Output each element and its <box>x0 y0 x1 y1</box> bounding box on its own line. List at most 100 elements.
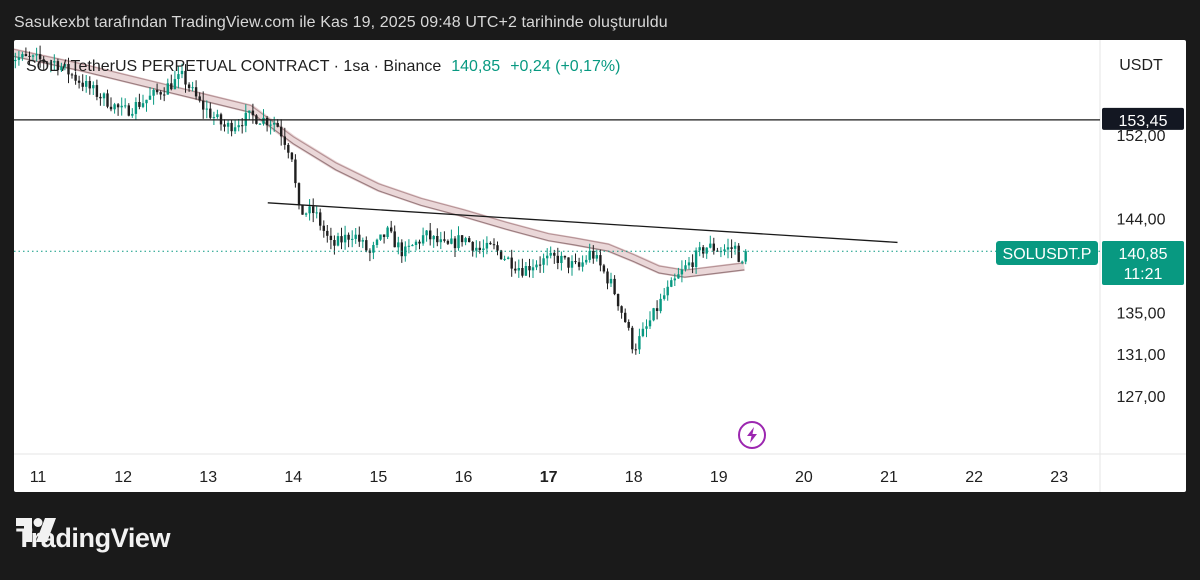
candle-body[interactable] <box>684 265 687 270</box>
candle-body[interactable] <box>507 257 510 259</box>
candle-body[interactable] <box>258 123 262 125</box>
candle-body[interactable] <box>553 252 556 256</box>
candle-body[interactable] <box>397 242 400 248</box>
candle-body[interactable] <box>290 152 294 160</box>
candle-body[interactable] <box>599 255 602 266</box>
candle-body[interactable] <box>631 327 634 350</box>
candle-body[interactable] <box>166 83 169 95</box>
candle-body[interactable] <box>542 258 545 265</box>
candle-body[interactable] <box>616 294 620 307</box>
candle-body[interactable] <box>209 108 212 118</box>
candle-body[interactable] <box>92 85 95 89</box>
candle-body[interactable] <box>592 250 595 259</box>
candle-body[interactable] <box>294 159 297 184</box>
candle-body[interactable] <box>148 95 152 100</box>
candle-body[interactable] <box>581 262 584 267</box>
candle-body[interactable] <box>546 255 549 259</box>
candle-body[interactable] <box>81 82 84 87</box>
candle-body[interactable] <box>393 231 396 248</box>
candle-body[interactable] <box>492 244 496 246</box>
candle-body[interactable] <box>460 235 464 243</box>
candles[interactable] <box>14 45 747 355</box>
candle-body[interactable] <box>709 243 712 248</box>
candle-body[interactable] <box>35 54 38 56</box>
candle-body[interactable] <box>14 59 17 62</box>
candle-body[interactable] <box>212 117 216 119</box>
candle-body[interactable] <box>67 64 70 75</box>
candle-body[interactable] <box>304 213 308 215</box>
candle-body[interactable] <box>663 295 666 299</box>
candle-body[interactable] <box>251 110 255 116</box>
candle-body[interactable] <box>287 144 290 153</box>
candle-body[interactable] <box>655 308 659 311</box>
candle-body[interactable] <box>138 102 141 107</box>
candle-body[interactable] <box>269 124 272 126</box>
candle-body[interactable] <box>322 225 325 231</box>
candle-body[interactable] <box>198 96 201 101</box>
candle-body[interactable] <box>659 298 662 312</box>
candle-body[interactable] <box>365 240 368 251</box>
candle-body[interactable] <box>233 127 237 132</box>
candle-body[interactable] <box>588 250 591 260</box>
candle-body[interactable] <box>77 80 81 83</box>
candle-body[interactable] <box>85 81 88 87</box>
candle-body[interactable] <box>390 227 393 232</box>
candle-body[interactable] <box>194 87 198 97</box>
candle-body[interactable] <box>730 247 733 249</box>
candle-body[interactable] <box>155 89 159 93</box>
candle-body[interactable] <box>705 247 708 254</box>
candle-body[interactable] <box>645 326 648 329</box>
candle-body[interactable] <box>510 257 513 269</box>
candle-body[interactable] <box>180 70 184 75</box>
candle-body[interactable] <box>436 236 439 243</box>
candle-body[interactable] <box>226 122 230 127</box>
candle-body[interactable] <box>113 104 116 110</box>
candle-body[interactable] <box>478 247 481 250</box>
candle-body[interactable] <box>152 89 155 96</box>
candle-body[interactable] <box>17 57 21 60</box>
candle-body[interactable] <box>308 206 311 214</box>
candle-body[interactable] <box>340 236 343 243</box>
candle-body[interactable] <box>42 59 45 63</box>
candle-body[interactable] <box>191 87 194 89</box>
candle-body[interactable] <box>485 242 489 249</box>
candle-body[interactable] <box>141 103 145 107</box>
candle-body[interactable] <box>638 336 641 350</box>
candle-body[interactable] <box>737 245 740 262</box>
candle-body[interactable] <box>273 123 276 125</box>
candle-body[interactable] <box>450 238 453 244</box>
candle-body[interactable] <box>379 234 382 240</box>
candle-body[interactable] <box>429 230 432 240</box>
candle-body[interactable] <box>336 236 340 246</box>
candle-body[interactable] <box>106 93 109 107</box>
candle-body[interactable] <box>127 105 130 116</box>
candle-body[interactable] <box>471 242 474 251</box>
candle-body[interactable] <box>602 265 606 272</box>
candle-body[interactable] <box>49 62 52 64</box>
candle-body[interactable] <box>88 81 91 89</box>
candle-body[interactable] <box>517 268 520 271</box>
candle-body[interactable] <box>407 245 411 247</box>
candle-body[interactable] <box>109 106 113 110</box>
candle-body[interactable] <box>361 240 364 242</box>
candle-body[interactable] <box>432 236 435 240</box>
candle-body[interactable] <box>347 234 350 240</box>
candle-body[interactable] <box>145 99 148 104</box>
candle-body[interactable] <box>723 249 726 252</box>
candle-body[interactable] <box>560 255 563 263</box>
candle-body[interactable] <box>577 262 581 267</box>
candle-body[interactable] <box>265 117 269 126</box>
candle-body[interactable] <box>567 257 570 268</box>
candle-body[interactable] <box>414 241 418 245</box>
candle-body[interactable] <box>177 74 180 79</box>
candle-body[interactable] <box>280 126 283 137</box>
candle-body[interactable] <box>528 266 531 271</box>
candle-body[interactable] <box>453 238 457 249</box>
candle-body[interactable] <box>223 124 226 127</box>
candle-body[interactable] <box>28 55 31 57</box>
candle-body[interactable] <box>400 242 403 257</box>
candle-body[interactable] <box>585 259 588 263</box>
candle-body[interactable] <box>726 247 730 250</box>
candle-body[interactable] <box>159 92 162 95</box>
candle-body[interactable] <box>698 247 701 251</box>
